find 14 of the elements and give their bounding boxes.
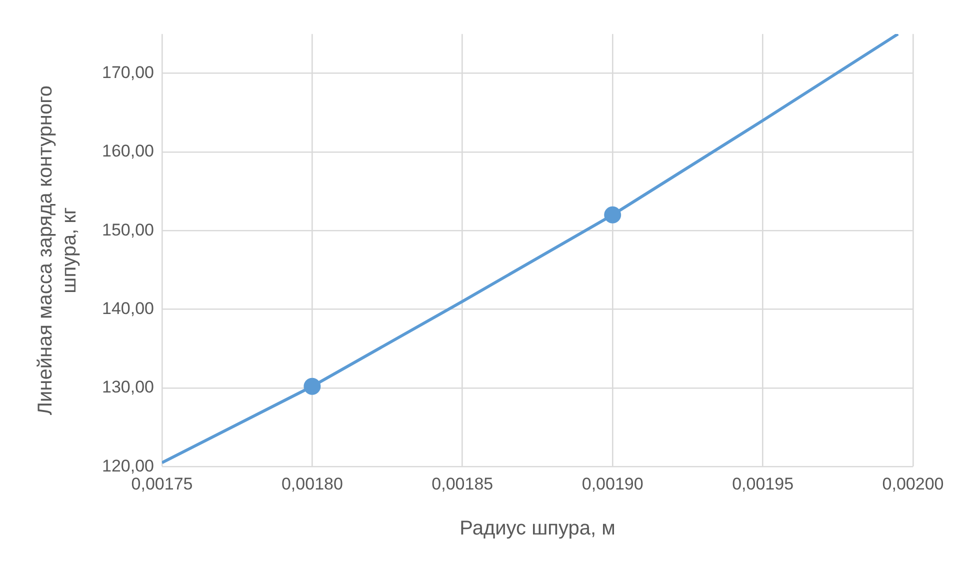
x-axis-title: Радиус шпура, м [460, 518, 616, 540]
x-tick-label: 0,00190 [582, 474, 644, 494]
y-tick-label: 120,00 [102, 456, 154, 476]
y-tick-label: 150,00 [102, 220, 154, 240]
x-tick-label: 0,00185 [432, 474, 494, 494]
y-tick-label: 170,00 [102, 63, 154, 82]
x-tick-label: 0,00200 [882, 474, 944, 494]
y-tick-label: 130,00 [102, 378, 154, 397]
x-tick-label: 0,00195 [732, 474, 794, 494]
x-tick-label: 0,00180 [281, 474, 343, 494]
y-tick-label: 160,00 [102, 142, 154, 161]
y-tick-label: 140,00 [102, 298, 154, 318]
y-axis-title: Линейная масса заряда контурного шпура, кг [34, 85, 81, 416]
x-tick-label: 0,00175 [131, 474, 193, 494]
